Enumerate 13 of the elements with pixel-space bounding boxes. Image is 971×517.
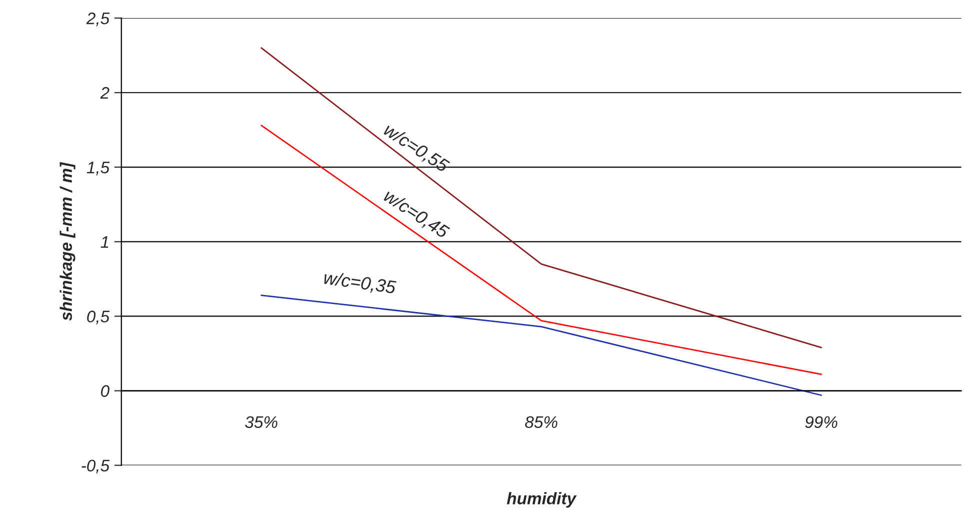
y-axis-title: shrinkage [-mm / m] [60, 162, 76, 321]
y-tick-label: -0,5 [82, 460, 110, 474]
y-tick-label: 1,5 [86, 162, 110, 176]
x-tick-label: 99% [805, 416, 838, 428]
y-tick-label: 2,5 [86, 12, 110, 26]
x-tick-label: 85% [525, 416, 558, 428]
y-tick-label: 1 [100, 236, 108, 248]
text: w/c=0,35 [323, 270, 397, 296]
y-tick-label: 0 [101, 385, 110, 397]
x-axis-title: humidity [506, 492, 577, 508]
x-tick-label: 35% [245, 416, 278, 428]
y-tick-label: 2 [100, 87, 110, 99]
y-tick-label: 0,5 [87, 310, 110, 324]
